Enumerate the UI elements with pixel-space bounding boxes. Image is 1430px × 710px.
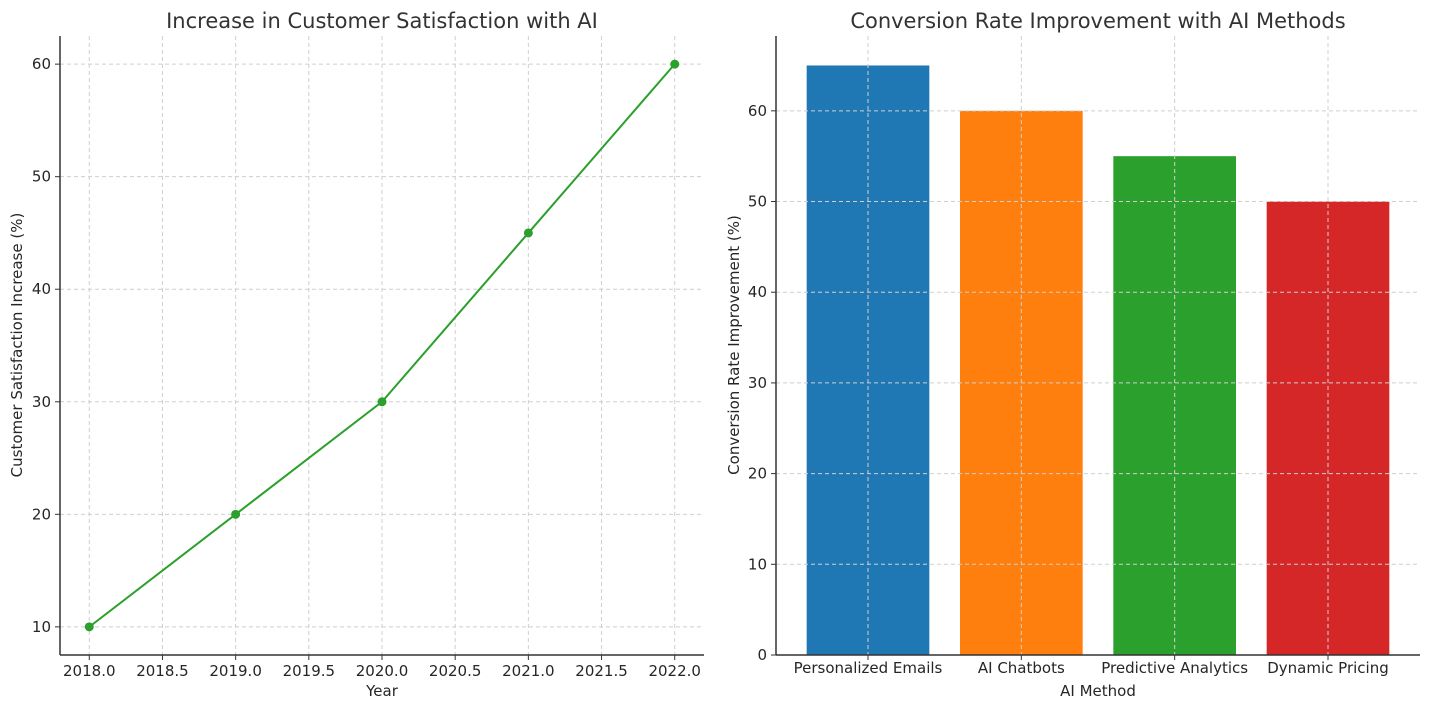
- y-tick-label: 40: [748, 283, 767, 301]
- y-axis-label: Customer Satisfaction Increase (%): [8, 213, 26, 478]
- line-chart-customer-satisfaction: Increase in Customer Satisfaction with A…: [8, 9, 704, 700]
- gridlines: [60, 36, 704, 655]
- y-tick-label: 40: [32, 280, 51, 298]
- x-axis-label: Year: [365, 682, 399, 700]
- bars: [806, 65, 1390, 656]
- y-tick-label: 10: [748, 555, 767, 573]
- data-point: [670, 59, 680, 69]
- y-tick-label: 30: [748, 374, 767, 392]
- y-tick-label: 60: [32, 55, 51, 73]
- bar-chart-conversion-rate: Conversion Rate Improvement with AI Meth…: [725, 9, 1420, 700]
- x-tick-label: 2018.5: [136, 662, 189, 680]
- x-tick-label: 2020.0: [356, 662, 409, 680]
- data-point: [523, 228, 533, 238]
- x-tick-label: AI Chatbots: [978, 659, 1065, 677]
- x-tick-label: 2018.0: [63, 662, 116, 680]
- y-tick-label: 0: [757, 646, 767, 664]
- chart-title: Increase in Customer Satisfaction with A…: [166, 9, 598, 33]
- y-tick-label: 30: [32, 393, 51, 411]
- data-point: [231, 509, 241, 519]
- x-tick-label: 2022.0: [648, 662, 701, 680]
- x-tick-label: Predictive Analytics: [1101, 659, 1248, 677]
- series-line: [84, 59, 680, 632]
- gridlines: [776, 36, 1420, 655]
- axis-ticks: 2018.0 2018.5 2019.0 2019.5 2020.0 2020.5 2021…: [32, 55, 701, 680]
- x-tick-label: 2021.0: [502, 662, 555, 680]
- y-tick-label: 50: [748, 193, 767, 211]
- y-tick-label: 20: [32, 505, 51, 523]
- chart-title: Conversion Rate Improvement with AI Meth…: [850, 9, 1345, 33]
- bar: [1113, 156, 1236, 655]
- y-tick-label: 20: [748, 465, 767, 483]
- y-tick-label: 50: [32, 168, 51, 186]
- data-point: [377, 397, 387, 407]
- x-tick-label: 2019.0: [209, 662, 262, 680]
- x-tick-label: Dynamic Pricing: [1267, 659, 1388, 677]
- x-axis-label: AI Method: [1060, 682, 1136, 700]
- y-tick-label: 60: [748, 102, 767, 120]
- x-tick-label: 2020.5: [429, 662, 482, 680]
- y-axis-label: Conversion Rate Improvement (%): [725, 215, 743, 475]
- x-tick-label: 2021.5: [575, 662, 628, 680]
- x-tick-label: 2019.5: [283, 662, 336, 680]
- y-tick-label: 10: [32, 618, 51, 636]
- data-point: [84, 622, 94, 632]
- x-tick-label: Personalized Emails: [794, 659, 943, 677]
- axis-ticks: Personalized Emails AI Chatbots Predictive…: [748, 102, 1389, 677]
